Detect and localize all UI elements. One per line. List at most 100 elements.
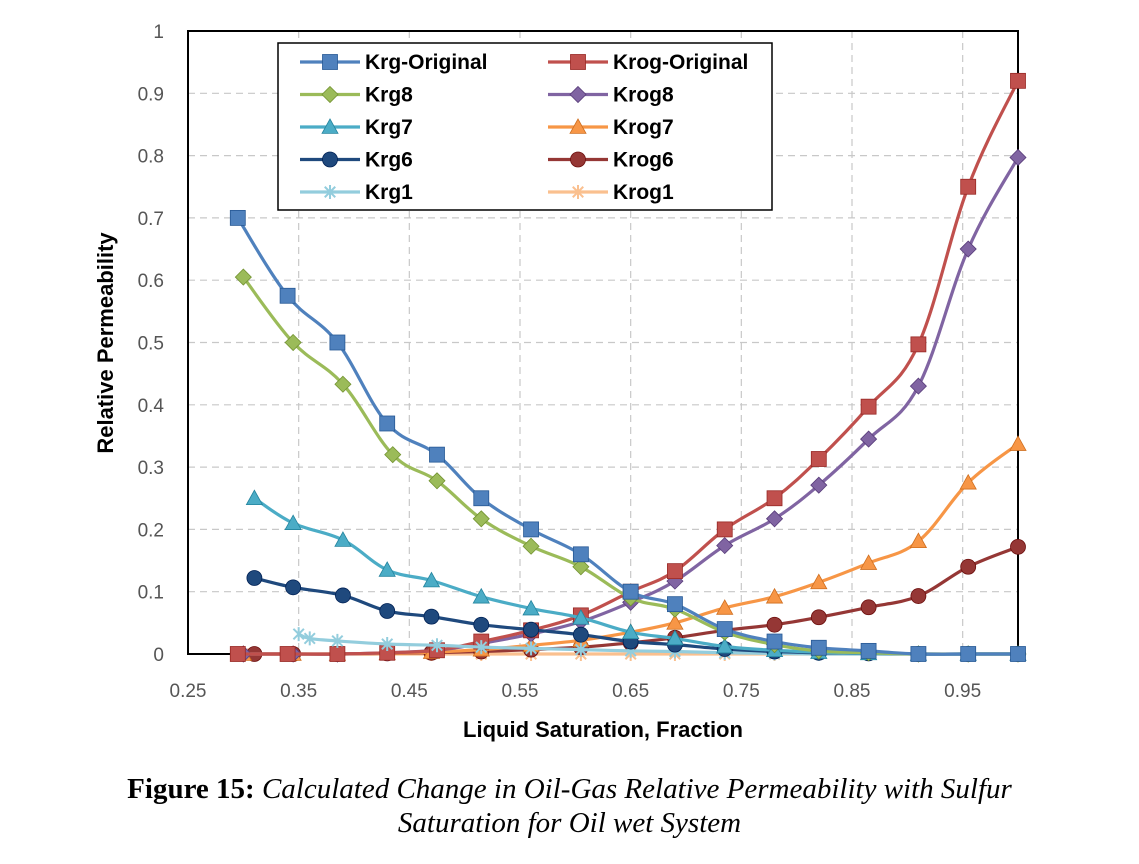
- y-tick-label: 0.1: [138, 583, 164, 604]
- data-point-krg-original: [860, 642, 877, 659]
- data-point-krg7: [666, 629, 684, 646]
- legend-entry-krg6: Krg6: [300, 149, 413, 172]
- data-point-krog-original: [716, 521, 733, 538]
- legend-label: Krog8: [613, 84, 674, 107]
- data-point-krog7: [959, 473, 977, 490]
- data-point-krg-original: [429, 446, 445, 463]
- data-point-krog-original: [960, 178, 977, 195]
- data-point-krg-original: [1010, 646, 1026, 662]
- legend-marker: [321, 85, 339, 104]
- data-point-krg-original: [622, 583, 639, 600]
- series-line-krg-original: [236, 217, 1018, 656]
- data-point-krog-original: [910, 336, 927, 353]
- data-point-krg1: [331, 633, 344, 648]
- x-tick-label: 0.95: [944, 681, 981, 702]
- data-point-krg8: [334, 375, 352, 393]
- data-point-krg-original: [667, 596, 683, 613]
- data-point-krg6: [572, 626, 589, 643]
- data-point-krg6: [423, 608, 440, 625]
- data-point-krg8: [472, 510, 490, 528]
- legend: Krg-Original Krg8 Krg7 Krg6 Krg1 Krog-Origina…: [277, 42, 773, 211]
- x-tick-label: 0.25: [170, 681, 207, 702]
- data-point-krg7: [572, 609, 590, 625]
- data-point-krg-original: [523, 521, 539, 538]
- data-point-krg6: [379, 603, 396, 619]
- data-point-krg7: [422, 571, 441, 588]
- data-point-krg8: [572, 558, 590, 576]
- caption-line-1: Figure 15: Calculated Change in Oil-Gas …: [0, 772, 1139, 806]
- x-axis-title: Liquid Saturation, Fraction: [463, 717, 743, 742]
- data-point-krog6: [1010, 538, 1026, 555]
- data-point-krog8: [959, 240, 977, 258]
- y-tick-label: 0.4: [138, 396, 165, 417]
- x-axis-ticks: 0.25 0.35 0.45 0.55 0.65 0.75 0.85 0.95: [170, 681, 982, 702]
- legend-marker: [321, 118, 339, 134]
- data-point-krg7: [378, 561, 396, 577]
- data-point-krog6: [860, 599, 877, 616]
- y-tick-label: 0.7: [138, 209, 164, 230]
- data-point-krg8: [234, 268, 252, 286]
- x-tick-label: 0.75: [723, 681, 760, 702]
- data-point-krg8: [522, 537, 540, 555]
- y-tick-label: 0.3: [138, 458, 164, 479]
- data-point-krog-original: [766, 490, 783, 507]
- data-point-krog8: [1009, 148, 1027, 167]
- legend-marker: [569, 85, 587, 104]
- legend-marker: [322, 54, 338, 70]
- legend-label: Krg6: [365, 149, 413, 172]
- chart: 00.10.20.30.40.50.60.70.80.91 0.25 0.35 0.…: [93, 22, 1027, 742]
- legend-entry-krg1: Krg1: [300, 181, 413, 204]
- x-tick-label: 0.55: [502, 681, 539, 702]
- legend-marker: [569, 118, 587, 134]
- legend-marker: [324, 185, 336, 199]
- data-point-krg1: [431, 638, 443, 653]
- data-point-krog-original: [667, 563, 683, 580]
- data-point-krog-original: [279, 646, 296, 662]
- data-point-krg-original: [910, 646, 927, 662]
- data-point-krog-original: [860, 398, 877, 415]
- data-point-krog7: [765, 587, 784, 604]
- data-point-krg-original: [329, 334, 346, 351]
- data-point-krg-original: [572, 546, 589, 563]
- data-point-krg6: [285, 579, 302, 596]
- y-tick-label: 0: [153, 645, 164, 666]
- legend-label: Krog6: [613, 149, 674, 172]
- data-point-krog8: [765, 510, 784, 528]
- figure-caption: Figure 15: Calculated Change in Oil-Gas …: [0, 772, 1139, 840]
- data-point-krg6: [246, 570, 263, 586]
- data-point-krg6: [523, 621, 539, 638]
- data-point-krog8: [860, 430, 878, 448]
- data-point-krg6: [473, 616, 490, 633]
- y-tick-label: 0.2: [138, 520, 164, 541]
- legend-entry-krg7: Krg7: [300, 116, 413, 139]
- y-tick-label: 0.5: [138, 334, 164, 355]
- data-point-krog8: [810, 476, 828, 494]
- data-point-krg-original: [279, 287, 296, 304]
- data-point-krg1: [525, 641, 538, 656]
- y-tick-label: 0.6: [138, 271, 164, 292]
- data-point-krog6: [810, 609, 827, 626]
- legend-marker: [570, 151, 586, 168]
- data-point-krog8: [716, 537, 734, 555]
- legend-entry-krog6: Krog6: [548, 149, 674, 172]
- data-point-krg7: [245, 489, 264, 506]
- legend-entry-krog1: Krog1: [548, 181, 674, 204]
- data-point-krog8: [909, 377, 927, 395]
- data-point-krg-original: [766, 633, 783, 650]
- legend-label: Krg-Original: [365, 51, 488, 74]
- data-point-krg8: [384, 446, 402, 464]
- caption-text-1: Calculated Change in Oil-Gas Relative Pe…: [261, 773, 1012, 805]
- data-point-krg1: [475, 640, 488, 655]
- data-point-krog-original: [329, 646, 346, 662]
- data-point-krg7: [284, 514, 302, 530]
- y-axis-title: Relative Permeability: [93, 232, 118, 454]
- legend-box: [277, 42, 773, 211]
- data-point-krg1: [381, 637, 394, 652]
- data-point-krog7: [909, 532, 928, 549]
- data-point-krg1: [303, 631, 316, 646]
- x-tick-label: 0.65: [612, 681, 649, 702]
- legend-label: Krg1: [365, 181, 413, 204]
- legend-entry-krg8: Krg8: [300, 84, 413, 107]
- data-point-krg7: [334, 531, 352, 547]
- data-point-krg8: [428, 472, 446, 490]
